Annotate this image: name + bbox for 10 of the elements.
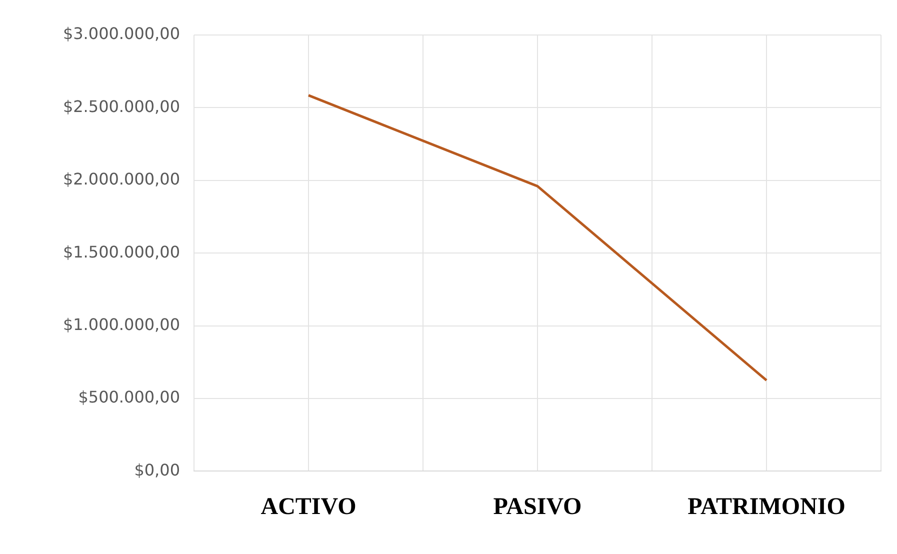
x-tick-label: PATRIMONIO	[688, 494, 846, 520]
x-tick-label: PASIVO	[493, 494, 582, 520]
y-tick-label: $2.000.000,00	[62, 170, 180, 189]
y-tick-label: $1.500.000,00	[62, 242, 180, 262]
x-tick-label: ACTIVO	[260, 494, 356, 520]
y-tick-label: $1.000.000,00	[62, 314, 180, 334]
y-tick-label: $0,00	[134, 460, 180, 480]
y-tick-label: $500.000,00	[78, 388, 180, 407]
y-tick-label: $3.000.000,00	[62, 24, 180, 44]
y-tick-label: $2.500.000,00	[62, 96, 180, 116]
